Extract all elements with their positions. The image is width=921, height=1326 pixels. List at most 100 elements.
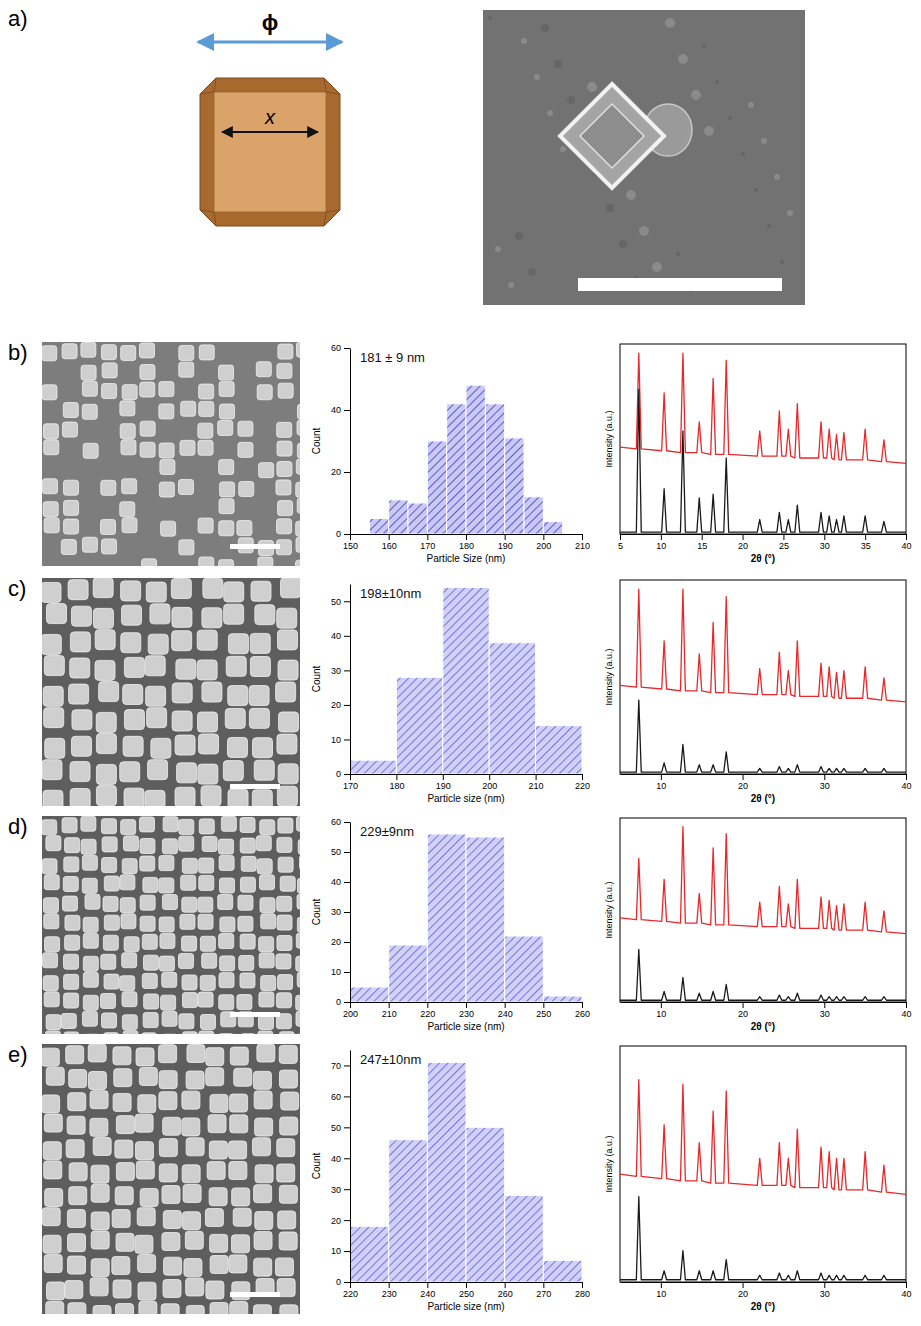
sem-particle: [43, 424, 58, 439]
tick-mark: [661, 1282, 662, 1288]
line-chart: 5101520253035402θ (°)Intensity (a.u.): [604, 344, 912, 564]
sem-particle: [123, 836, 138, 851]
axis-line: [621, 534, 907, 535]
sem-particle: [296, 459, 300, 474]
sem-particle: [43, 898, 58, 913]
sem-particle: [44, 914, 59, 929]
sem-particle: [276, 954, 291, 969]
sem-particle: [199, 734, 219, 754]
tick-label: 240: [420, 1289, 435, 1299]
sem-particle: [230, 1115, 248, 1133]
sem-texture: [495, 246, 501, 252]
sem-particle: [95, 630, 115, 650]
sem-particle: [199, 401, 214, 416]
axis-line: [621, 1002, 907, 1003]
sem-particle: [83, 972, 98, 987]
pattern-line: [620, 589, 906, 702]
tick: 40: [901, 774, 911, 791]
sem-particle: [181, 875, 196, 890]
sem-particle: [82, 855, 97, 870]
sem-texture: [665, 18, 675, 28]
sem-particle: [159, 1139, 177, 1157]
sem-particle: [116, 1163, 134, 1181]
sem-particle: [91, 1259, 109, 1277]
tick-mark: [344, 972, 350, 973]
sem-particle: [159, 1071, 177, 1089]
tick-label: 50: [331, 597, 341, 607]
sem-particle: [258, 557, 273, 566]
sem-particle: [277, 519, 292, 534]
sem-particle: [229, 1162, 247, 1180]
x-axis-title: Particle Size (nm): [427, 553, 506, 564]
scale-bar: [230, 784, 280, 789]
sem-particle: [62, 896, 77, 911]
sem-particle: [61, 540, 76, 555]
sem-particle: [44, 1161, 62, 1179]
sem-particle: [102, 384, 117, 399]
sem-texture: [702, 44, 706, 48]
cube-edge: [326, 92, 340, 94]
sem-texture: [488, 16, 492, 20]
sem-particle: [120, 875, 135, 890]
sem-particle: [159, 1164, 177, 1182]
tick: 0: [336, 997, 350, 1007]
sem-texture: [780, 260, 784, 264]
sem-particle: [42, 859, 57, 874]
sem-particle: [209, 1188, 227, 1206]
tick-mark: [466, 1002, 467, 1008]
sem-particle: [44, 1255, 62, 1273]
sem-particle: [296, 956, 300, 971]
sem-particle: [142, 1033, 157, 1034]
sem-particle: [96, 734, 116, 754]
sem-particle: [148, 760, 168, 780]
tick-label: 250: [459, 1289, 474, 1299]
sem-particle: [96, 712, 116, 732]
sem-texture: [741, 152, 745, 156]
sem-texture: [587, 82, 597, 92]
tick-label: 170: [420, 541, 435, 551]
axis-line: [351, 774, 583, 775]
x-axis-title: 2θ (°): [751, 1301, 775, 1312]
sem-particle: [42, 820, 57, 835]
tick-mark: [344, 942, 350, 943]
sem-texture: [748, 102, 754, 108]
tick-label: 60: [331, 1092, 341, 1102]
sem-particle: [253, 1305, 271, 1314]
tick-mark: [824, 1282, 825, 1288]
x-arrow: [222, 131, 318, 133]
sem-particle: [186, 1138, 204, 1156]
pattern-line: [620, 949, 906, 1000]
sem-particle: [120, 424, 135, 439]
sem-particle: [143, 955, 158, 970]
sem-particle: [143, 1013, 158, 1028]
tick: 10: [656, 1282, 666, 1299]
sem-particle: [123, 1031, 138, 1034]
sem-particle: [64, 857, 79, 872]
axis-line: [350, 823, 351, 1003]
sem-texture: [626, 190, 636, 200]
sem-particle: [70, 632, 90, 652]
sem-particle: [82, 404, 97, 419]
sem-particle: [278, 344, 293, 359]
tick: 170: [420, 534, 435, 551]
tick-mark: [344, 1002, 350, 1003]
sem-particle: [159, 404, 174, 419]
sem-particle: [139, 1067, 157, 1085]
sem-particle: [209, 1141, 227, 1159]
tick-label: 40: [331, 877, 341, 887]
sem-particle: [240, 877, 255, 892]
bar: [427, 1062, 466, 1282]
tick-mark: [661, 1002, 662, 1008]
sem-particle: [63, 877, 78, 892]
sem-particle: [138, 1095, 156, 1113]
sem-particle: [219, 381, 234, 396]
sem-particle: [259, 463, 274, 478]
tick-label: 60: [331, 343, 341, 353]
sem-image: [42, 342, 300, 566]
sem-particle: [251, 581, 271, 601]
cube-edge: [324, 78, 326, 92]
axis-line: [350, 349, 351, 535]
sem-particle: [112, 1257, 130, 1275]
tick-label: 260: [498, 1289, 513, 1299]
sem-image: [42, 816, 300, 1034]
